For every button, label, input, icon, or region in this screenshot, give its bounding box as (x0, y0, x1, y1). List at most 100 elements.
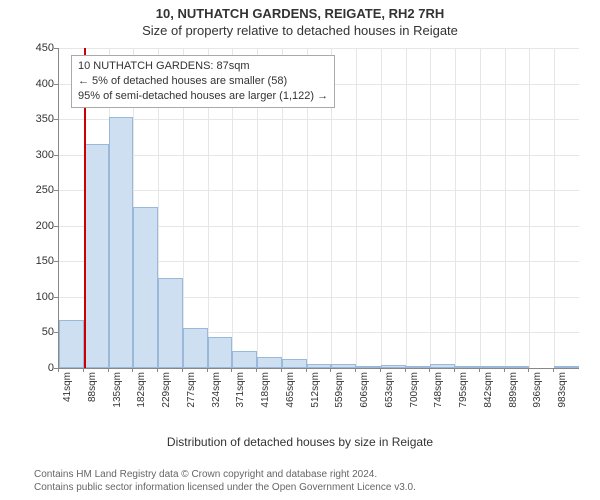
x-axis-label: Distribution of detached houses by size … (0, 435, 600, 449)
x-tick-mark (355, 368, 356, 372)
x-tick-mark (429, 368, 430, 372)
y-tick-label: 200 (14, 220, 54, 232)
histogram-bar (455, 366, 480, 368)
x-tick-label: 88sqm (87, 372, 98, 412)
x-tick-label: 41sqm (62, 372, 73, 412)
gridline-vertical (455, 48, 456, 368)
y-tick-mark (54, 48, 58, 49)
x-tick-label: 371sqm (235, 372, 246, 412)
gridline-horizontal (59, 190, 579, 191)
annotation-line: 95% of semi-detached houses are larger (… (78, 89, 328, 104)
histogram-bar (232, 351, 257, 368)
y-tick-mark (54, 84, 58, 85)
x-tick-mark (281, 368, 282, 372)
gridline-horizontal (59, 48, 579, 49)
histogram-bar (84, 144, 109, 368)
histogram-bar (158, 278, 183, 368)
x-tick-mark (182, 368, 183, 372)
x-tick-mark (132, 368, 133, 372)
histogram-bar (208, 337, 233, 368)
gridline-vertical (554, 48, 555, 368)
x-tick-mark (528, 368, 529, 372)
histogram-bar (430, 364, 455, 368)
y-tick-label: 0 (14, 362, 54, 374)
annotation-line: ← 5% of detached houses are smaller (58) (78, 74, 328, 89)
y-tick-label: 50 (14, 326, 54, 338)
x-tick-label: 465sqm (285, 372, 296, 412)
gridline-vertical (381, 48, 382, 368)
histogram-bar (480, 366, 505, 368)
y-tick-label: 150 (14, 255, 54, 267)
x-tick-label: 229sqm (161, 372, 172, 412)
x-tick-label: 842sqm (483, 372, 494, 412)
x-tick-label: 418sqm (260, 372, 271, 412)
chart-container: Number of detached properties 10 NUTHATC… (0, 38, 600, 433)
x-tick-mark (553, 368, 554, 372)
y-tick-mark (54, 297, 58, 298)
x-tick-label: 182sqm (136, 372, 147, 412)
x-tick-mark (454, 368, 455, 372)
x-tick-mark (83, 368, 84, 372)
x-tick-label: 135sqm (112, 372, 123, 412)
y-tick-mark (54, 119, 58, 120)
gridline-vertical (356, 48, 357, 368)
histogram-bar (381, 365, 406, 368)
attribution-text: Contains HM Land Registry data © Crown c… (34, 468, 416, 494)
x-tick-label: 700sqm (409, 372, 420, 412)
annotation-box: 10 NUTHATCH GARDENS: 87sqm ← 5% of detac… (71, 55, 335, 108)
annotation-line: 10 NUTHATCH GARDENS: 87sqm (78, 59, 328, 74)
gridline-vertical (505, 48, 506, 368)
histogram-bar (356, 366, 381, 368)
y-tick-mark (54, 332, 58, 333)
x-tick-mark (479, 368, 480, 372)
y-tick-label: 400 (14, 78, 54, 90)
x-tick-label: 748sqm (433, 372, 444, 412)
gridline-horizontal (59, 155, 579, 156)
histogram-bar (257, 357, 282, 368)
histogram-bar (331, 364, 356, 368)
chart-title-subtitle: Size of property relative to detached ho… (0, 23, 600, 38)
gridline-vertical (430, 48, 431, 368)
x-tick-mark (306, 368, 307, 372)
x-tick-mark (256, 368, 257, 372)
x-tick-mark (207, 368, 208, 372)
histogram-bar (406, 366, 431, 368)
x-tick-mark (58, 368, 59, 372)
x-tick-mark (108, 368, 109, 372)
gridline-vertical (480, 48, 481, 368)
attribution-line1: Contains HM Land Registry data © Crown c… (34, 468, 416, 481)
x-tick-label: 277sqm (186, 372, 197, 412)
x-tick-mark (330, 368, 331, 372)
x-tick-label: 795sqm (458, 372, 469, 412)
y-tick-mark (54, 155, 58, 156)
x-tick-label: 559sqm (334, 372, 345, 412)
histogram-bar (109, 117, 134, 368)
x-tick-label: 889sqm (508, 372, 519, 412)
histogram-bar (183, 328, 208, 368)
y-tick-label: 250 (14, 184, 54, 196)
plot-area: 10 NUTHATCH GARDENS: 87sqm ← 5% of detac… (58, 48, 579, 369)
attribution-line2: Contains public sector information licen… (34, 481, 416, 494)
x-tick-label: 512sqm (310, 372, 321, 412)
y-tick-mark (54, 190, 58, 191)
y-tick-label: 350 (14, 113, 54, 125)
x-tick-mark (380, 368, 381, 372)
y-tick-label: 450 (14, 42, 54, 54)
y-tick-mark (54, 226, 58, 227)
histogram-bar (505, 366, 530, 368)
x-tick-label: 653sqm (384, 372, 395, 412)
gridline-vertical (406, 48, 407, 368)
x-tick-mark (504, 368, 505, 372)
y-tick-label: 100 (14, 291, 54, 303)
y-tick-label: 300 (14, 149, 54, 161)
y-tick-mark (54, 261, 58, 262)
histogram-bar (554, 366, 579, 368)
x-tick-label: 936sqm (532, 372, 543, 412)
gridline-horizontal (59, 119, 579, 120)
chart-title-address: 10, NUTHATCH GARDENS, REIGATE, RH2 7RH (0, 6, 600, 21)
x-tick-mark (157, 368, 158, 372)
x-tick-mark (405, 368, 406, 372)
histogram-bar (307, 364, 332, 368)
x-tick-label: 324sqm (211, 372, 222, 412)
x-tick-mark (231, 368, 232, 372)
